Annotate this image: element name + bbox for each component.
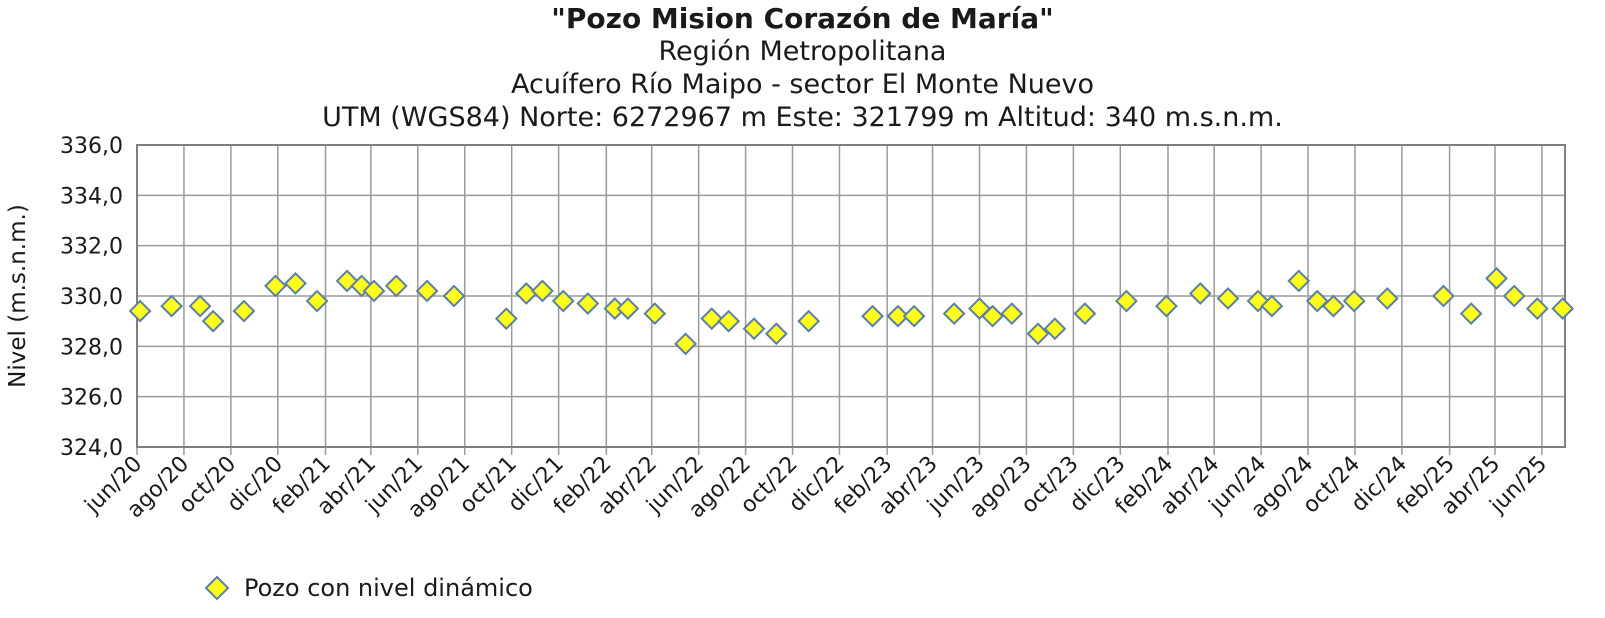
data-point-diamond <box>1502 284 1526 308</box>
data-point-diamond <box>886 304 910 328</box>
data-point-diamond <box>576 292 600 315</box>
y-tick-label: 330,0 <box>60 285 123 310</box>
data-point-diamond <box>160 294 184 318</box>
data-point-diamond <box>1342 289 1366 313</box>
y-tick-label: 328,0 <box>60 335 123 360</box>
data-point-diamond <box>1188 282 1212 305</box>
y-tick-label: 326,0 <box>60 386 123 411</box>
data-point-diamond <box>1155 294 1178 318</box>
y-tick-label: 332,0 <box>60 235 123 260</box>
chart-titles: "Pozo Mision Corazón de María" Región Me… <box>0 2 1605 134</box>
y-axis-title: Nivel (m.s.n.m.) <box>5 204 31 388</box>
data-point-diamond <box>1375 287 1399 310</box>
data-point-diamond <box>232 299 256 323</box>
data-point-diamond <box>284 272 307 295</box>
data-point-diamond <box>1485 266 1508 290</box>
data-point-diamond <box>188 294 212 318</box>
data-point-diamond <box>981 304 1004 328</box>
legend-label-series: Pozo con nivel dinámico <box>244 574 533 602</box>
data-point-diamond <box>551 289 575 313</box>
data-point-diamond <box>1287 269 1311 293</box>
data-point-diamond <box>700 307 724 331</box>
legend-diamond-icon <box>204 575 230 601</box>
chart-subtitle-coordinates: UTM (WGS84) Norte: 6272967 m Este: 32179… <box>322 102 1283 133</box>
data-point-diamond <box>1026 322 1050 346</box>
data-point-diamond <box>305 289 329 313</box>
data-point-diamond <box>264 274 287 298</box>
data-point-diamond <box>1260 294 1284 318</box>
data-point-diamond <box>415 279 439 303</box>
data-point-diamond <box>643 302 667 326</box>
data-point-diamond <box>201 309 225 333</box>
data-point-diamond <box>717 309 741 333</box>
data-point-diamond <box>1115 289 1138 313</box>
data-point-diamond <box>384 274 408 298</box>
data-point-diamond <box>797 309 821 333</box>
data-point-diamond <box>1043 317 1067 341</box>
plot-area-frame <box>136 144 1566 448</box>
data-point-diamond <box>902 304 926 328</box>
data-point-diamond <box>742 317 766 341</box>
data-point-diamond <box>514 282 538 305</box>
data-points <box>128 266 1575 356</box>
data-point-diamond <box>531 279 554 303</box>
legend: Pozo con nivel dinámico <box>204 574 533 602</box>
data-point-diamond <box>128 299 152 323</box>
y-tick-label: 334,0 <box>60 184 123 209</box>
data-point-diamond <box>442 284 466 308</box>
data-point-diamond <box>1000 302 1024 326</box>
data-point-diamond <box>861 304 884 328</box>
data-point-diamond <box>362 279 386 303</box>
y-axis-tick-labels: 324,0 326,0 328,0 330,0 332,0 334,0 336,0 <box>60 134 123 461</box>
data-point-diamond <box>1321 294 1345 318</box>
data-point-diamond <box>1073 302 1097 326</box>
data-point-diamond <box>764 322 788 346</box>
x-axis-tick-labels: jun/20ago/20oct/20dic/20feb/21abr/21jun/… <box>80 452 1552 524</box>
data-point-diamond <box>674 332 697 356</box>
y-tick-label: 324,0 <box>60 436 123 461</box>
data-point-diamond <box>494 307 518 331</box>
data-point-diamond <box>942 302 966 326</box>
chart-subtitle-aquifer: Acuífero Río Maipo - sector El Monte Nue… <box>510 69 1095 100</box>
data-point-diamond <box>616 297 640 320</box>
y-tick-label: 336,0 <box>60 134 123 159</box>
data-point-diamond <box>1525 297 1549 320</box>
data-point-diamond <box>1459 302 1483 326</box>
data-point-diamond <box>1216 287 1240 310</box>
chart-title: "Pozo Mision Corazón de María" <box>551 2 1054 35</box>
chart-subtitle-region: Región Metropolitana <box>658 36 947 67</box>
data-point-diamond <box>1551 297 1575 320</box>
data-point-diamond <box>1432 284 1455 308</box>
